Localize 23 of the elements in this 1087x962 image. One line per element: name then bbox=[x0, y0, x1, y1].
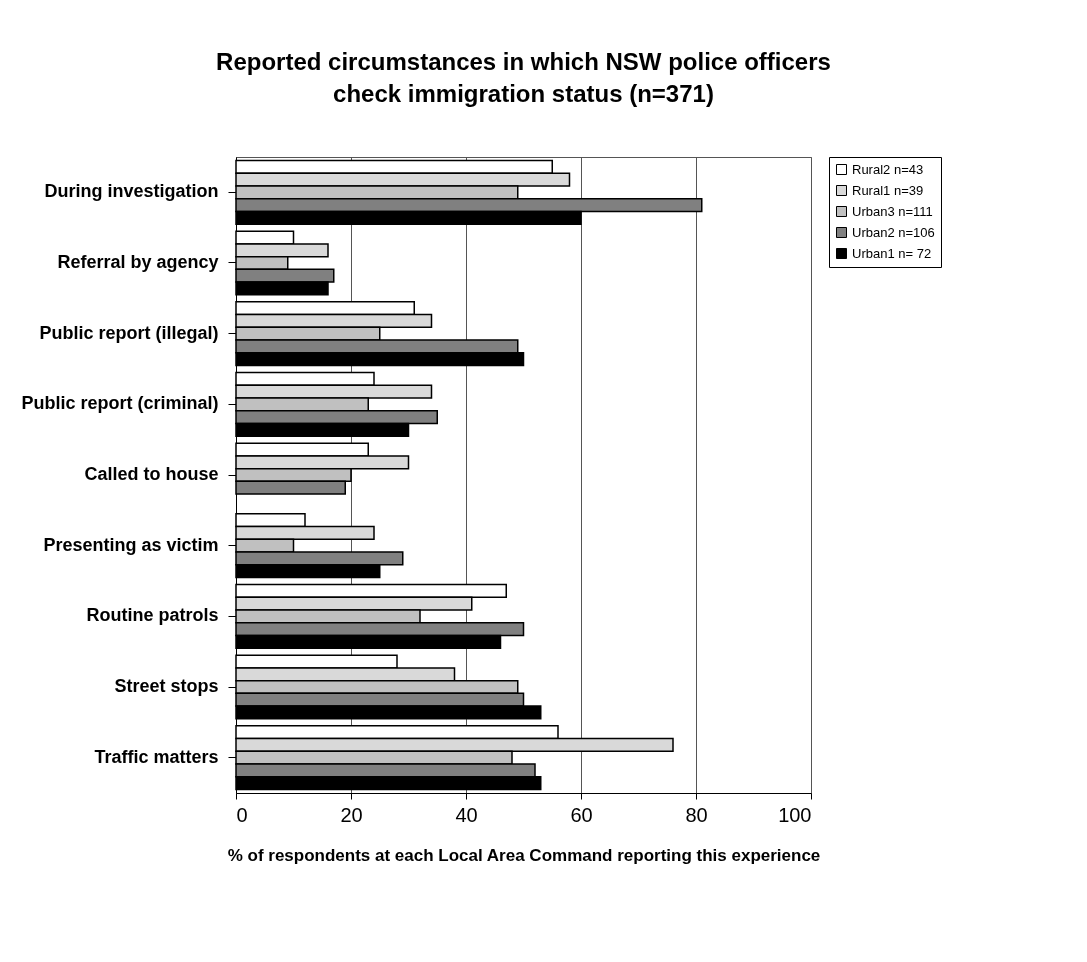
legend-label: Rural1 n=39 bbox=[852, 182, 924, 198]
y-tick-label: Street stops bbox=[114, 676, 219, 696]
y-tick-label: Public report (illegal) bbox=[39, 322, 219, 343]
x-tick-label: 60 bbox=[570, 803, 593, 826]
legend-label: Rural2 n=43 bbox=[852, 161, 924, 177]
y-tick-label: Referral by agency bbox=[57, 252, 219, 272]
legend-label: Urban1 n= 72 bbox=[852, 245, 932, 261]
y-tick-label: Traffic matters bbox=[94, 746, 219, 767]
x-axis-title: % of respondents at each Local Area Command reporting this experience bbox=[227, 845, 821, 865]
legend-label: Urban2 n=106 bbox=[852, 224, 935, 240]
x-tick-label: 20 bbox=[340, 803, 363, 826]
text: Reported circumstances in which NSW police officers bbox=[216, 47, 831, 75]
x-tick-label: 0 bbox=[236, 803, 248, 826]
y-tick-label: Presenting as victim bbox=[43, 534, 219, 555]
text: check immigration status (n=371) bbox=[333, 79, 714, 107]
x-tick-label: 40 bbox=[455, 803, 478, 826]
y-tick-label: Public report (criminal) bbox=[21, 393, 219, 414]
legend-label: Urban3 n=111 bbox=[852, 203, 933, 219]
x-tick-label: 80 bbox=[685, 803, 708, 826]
y-tick-label: During investigation bbox=[44, 181, 219, 202]
y-tick-label: Called to house bbox=[84, 464, 219, 484]
x-tick-label: 100 bbox=[778, 803, 812, 826]
y-tick-label: Routine patrols bbox=[86, 605, 219, 626]
